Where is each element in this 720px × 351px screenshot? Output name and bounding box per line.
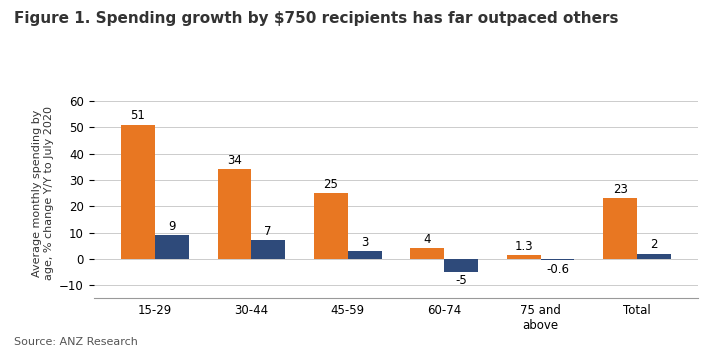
Bar [507,256,541,259]
Bar [155,235,189,259]
Bar [251,240,285,259]
Text: -5: -5 [455,274,467,287]
Text: Figure 1. Spending growth by $750 recipients has far outpaced others: Figure 1. Spending growth by $750 recipi… [14,11,619,26]
Text: 2: 2 [650,238,658,251]
Text: 9: 9 [168,220,176,233]
Text: 51: 51 [130,110,145,122]
Text: 1.3: 1.3 [515,240,533,253]
Text: 34: 34 [227,154,242,167]
Text: 25: 25 [323,178,338,191]
Y-axis label: Average monthly spending by
age, % change Y/Y to July 2020: Average monthly spending by age, % chang… [32,106,53,280]
Text: 23: 23 [613,183,628,196]
Bar [410,249,444,259]
Bar [444,259,478,272]
Text: 4: 4 [423,233,431,246]
Bar [348,251,382,259]
Bar [637,253,671,259]
Text: 3: 3 [361,236,369,249]
Text: -0.6: -0.6 [546,263,569,276]
Bar [314,193,348,259]
Bar [121,125,155,259]
Text: 7: 7 [264,225,272,238]
Bar [541,259,575,260]
Bar [217,170,251,259]
Bar [603,198,637,259]
Text: Source: ANZ Research: Source: ANZ Research [14,338,138,347]
